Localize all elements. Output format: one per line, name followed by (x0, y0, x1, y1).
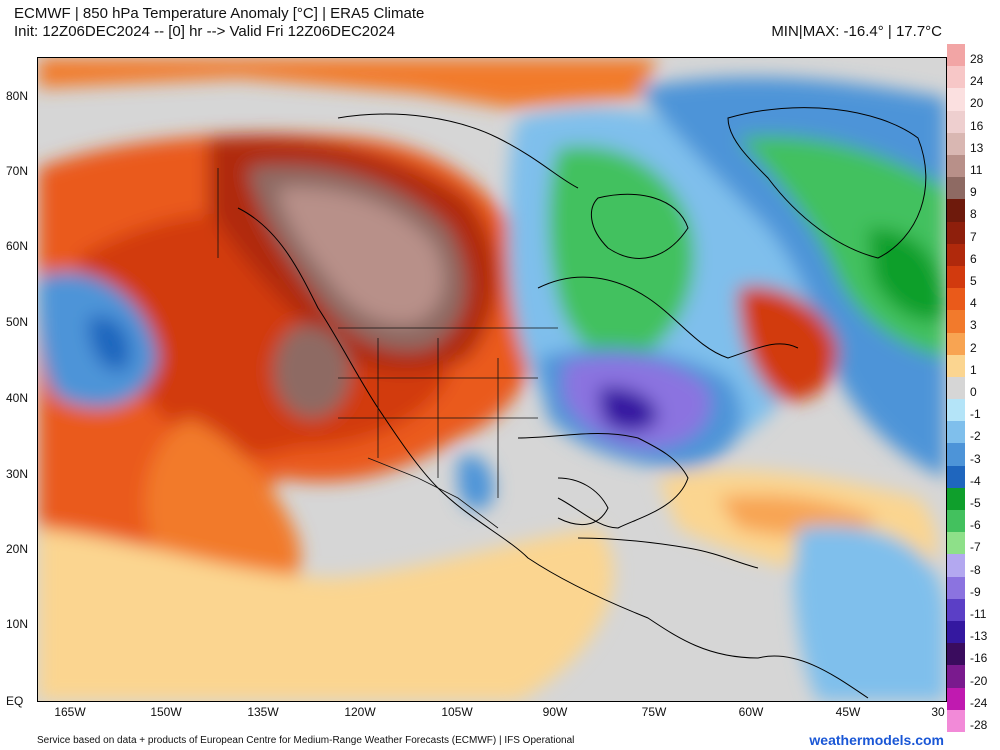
lon-label-90w: 90W (542, 705, 568, 719)
colorbar-label: 11 (970, 163, 983, 178)
colorbar-swatch (947, 332, 965, 356)
coastlines (237, 107, 927, 699)
colorbar-swatch (947, 443, 965, 467)
colorbar (947, 44, 965, 733)
colorbar-label: 8 (970, 207, 977, 222)
colorbar-label: -28 (970, 717, 988, 732)
colorbar-label: -1 (970, 407, 981, 422)
lat-label-40n: 40N (6, 391, 29, 405)
colorbar-swatch (947, 288, 965, 311)
lat-label-eq: EQ (6, 694, 24, 708)
colorbar-swatch (947, 243, 965, 267)
lat-label-10n: 10N (6, 617, 29, 631)
colorbar-swatch (947, 88, 965, 112)
colorbar-label: 16 (970, 118, 984, 133)
lat-label-50n: 50N (6, 315, 29, 329)
colorbar-swatch (947, 621, 965, 644)
colorbar-label: -8 (970, 562, 981, 577)
lon-label-120w: 120W (344, 705, 376, 719)
lat-label-80n: 80N (6, 89, 29, 103)
lat-label-30n: 30N (6, 467, 29, 481)
colorbar-swatch (947, 376, 965, 400)
colorbar-label: -4 (970, 473, 981, 488)
credit-footer: Service based on data + products of Euro… (37, 735, 575, 746)
colorbar-swatch (947, 665, 965, 689)
colorbar-swatch (947, 709, 965, 733)
lon-label-30: 30 (931, 705, 945, 719)
colorbar-swatch (947, 465, 965, 489)
borders (217, 168, 558, 529)
colorbar-swatch (947, 510, 965, 533)
colorbar-swatch (947, 132, 965, 156)
colorbar-swatch (947, 598, 965, 622)
colorbar-swatch (947, 265, 965, 289)
colorbar-label: -9 (970, 584, 981, 599)
colorbar-label: 6 (970, 251, 977, 266)
colorbar-label: 2 (970, 340, 977, 355)
colorbar-swatch (947, 110, 965, 134)
colorbar-label: -11 (970, 606, 987, 621)
map-title: ECMWF | 850 hPa Temperature Anomaly [°C]… (14, 5, 425, 22)
colorbar-label: -6 (970, 518, 981, 533)
lat-label-60n: 60N (6, 239, 29, 253)
colorbar-label: 5 (970, 274, 977, 289)
lon-label-165w: 165W (54, 705, 86, 719)
lon-label-60w: 60W (738, 705, 764, 719)
init-valid-line: Init: 12Z06DEC2024 -- [0] hr --> Valid F… (14, 23, 396, 40)
colorbar-label: -20 (970, 673, 988, 688)
min-max-readout: MIN|MAX: -16.4° | 17.7°C (771, 23, 942, 40)
lon-label-75w: 75W (641, 705, 667, 719)
colorbar-label: -16 (970, 651, 988, 666)
colorbar-label: -2 (970, 429, 981, 444)
colorbar-swatch (947, 487, 965, 511)
colorbar-label: -7 (970, 540, 981, 555)
colorbar-swatch (947, 177, 965, 200)
colorbar-label: 0 (970, 385, 977, 399)
colorbar-swatch (947, 310, 965, 333)
colorbar-swatch (947, 554, 965, 578)
colorbar-label: 20 (970, 96, 984, 111)
colorbar-swatch (947, 532, 965, 555)
colorbar-label: 7 (970, 229, 977, 244)
temperature-anomaly-map (37, 57, 947, 702)
colorbar-label: 28 (970, 52, 984, 67)
lon-label-135w: 135W (247, 705, 279, 719)
colorbar-swatch (947, 199, 965, 223)
colorbar-label: 4 (970, 296, 977, 311)
anomaly-field (38, 58, 946, 701)
site-link[interactable]: weathermodels.com (809, 732, 944, 748)
colorbar-label: 24 (970, 74, 984, 89)
colorbar-label: 13 (970, 140, 984, 155)
colorbar-swatch (947, 576, 965, 600)
colorbar-label: 3 (970, 318, 977, 333)
colorbar-swatch (947, 44, 965, 67)
colorbar-label: -13 (970, 629, 988, 644)
colorbar-label: 1 (970, 362, 977, 377)
colorbar-swatch (947, 399, 965, 422)
lon-label-150w: 150W (150, 705, 182, 719)
colorbar-swatch (947, 687, 965, 711)
lon-label-105w: 105W (441, 705, 473, 719)
colorbar-swatch (947, 643, 965, 666)
colorbar-label: -3 (970, 451, 981, 466)
colorbar-label: 9 (970, 185, 977, 200)
colorbar-swatch (947, 354, 965, 378)
colorbar-swatch (947, 154, 965, 178)
colorbar-swatch (947, 66, 965, 89)
lon-label-45w: 45W (835, 705, 861, 719)
colorbar-swatch (947, 221, 965, 245)
lat-label-70n: 70N (6, 164, 29, 178)
colorbar-label: -5 (970, 495, 981, 510)
lat-label-20n: 20N (6, 542, 29, 556)
colorbar-label: -24 (970, 695, 988, 710)
colorbar-swatch (947, 421, 965, 444)
